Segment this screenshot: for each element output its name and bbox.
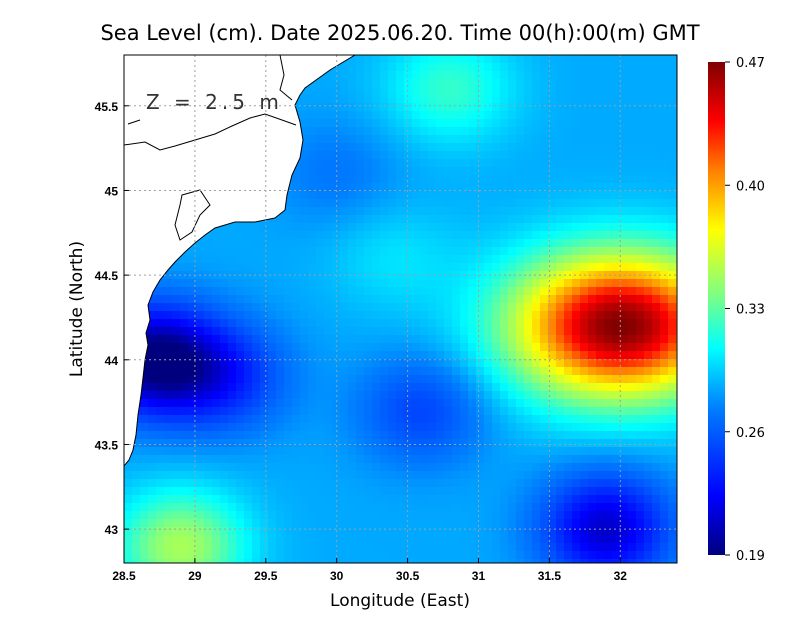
depth-annotation: Z = 2.5 m <box>146 90 283 114</box>
y-tick-label: 43 <box>105 523 119 537</box>
x-tick-label: 30 <box>330 569 344 583</box>
y-tick-label: 45 <box>105 184 119 198</box>
x-tick-label: 29.5 <box>254 569 278 583</box>
land-area <box>124 55 356 467</box>
x-axis-label: Longitude (East) <box>330 591 470 611</box>
coastline-detail <box>124 55 297 241</box>
colorbar-label: 0.19 <box>736 549 765 564</box>
x-tick-label: 30.5 <box>396 569 420 583</box>
x-tick-label: 31 <box>472 569 486 583</box>
y-axis-label: Latitude (North) <box>67 241 87 377</box>
colorbar <box>708 62 725 555</box>
colorbar-label: 0.40 <box>736 179 765 194</box>
y-tick-label: 44 <box>105 354 119 368</box>
y-axis-ticks: 43 43.5 44 44.5 45 45.5 <box>95 100 129 537</box>
colorbar-label: 0.26 <box>736 426 765 441</box>
colorbar-label: 0.33 <box>736 303 765 318</box>
land-mask <box>124 55 356 467</box>
x-axis-ticks: 28.5 29 29.5 30 30.5 31 31.5 32 <box>112 558 627 583</box>
colorbar-label: 0.47 <box>736 56 765 71</box>
y-tick-label: 45.5 <box>95 100 119 114</box>
x-tick-label: 31.5 <box>538 569 562 583</box>
x-tick-label: 29 <box>188 569 202 583</box>
chart-title: Sea Level (cm). Date 2025.06.20. Time 00… <box>100 21 699 45</box>
plot-frame <box>123 54 678 564</box>
y-tick-label: 44.5 <box>95 269 119 283</box>
colorbar-labels: 0.47 0.40 0.33 0.26 0.19 <box>725 56 765 564</box>
x-tick-label: 28.5 <box>112 569 136 583</box>
grid-lines <box>124 55 677 563</box>
x-tick-label: 32 <box>614 569 628 583</box>
y-tick-label: 43.5 <box>95 438 119 452</box>
